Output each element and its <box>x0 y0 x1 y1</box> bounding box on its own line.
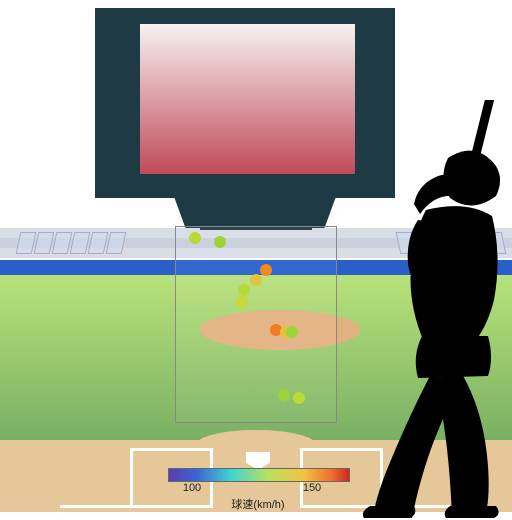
scoreboard-screen <box>140 24 355 174</box>
pitch-marker <box>214 236 226 248</box>
strike-zone <box>175 226 337 423</box>
colorbar-tick: 150 <box>303 482 321 494</box>
pitch-marker <box>238 284 250 296</box>
batter-silhouette <box>330 100 512 520</box>
batter-box-line <box>130 448 133 508</box>
pitch-chart-canvas: 100 150 球速(km/h) <box>0 0 512 512</box>
pitch-marker <box>189 232 201 244</box>
pitch-marker <box>293 392 305 404</box>
pitch-marker <box>278 389 290 401</box>
pitch-marker <box>250 274 262 286</box>
batter-box-line <box>130 448 210 451</box>
colorbar-label: 球速(km/h) <box>168 496 348 512</box>
pitch-marker <box>260 264 272 276</box>
pitch-marker <box>286 326 298 338</box>
colorbar-gradient <box>168 468 350 482</box>
pitch-marker <box>236 296 248 308</box>
colorbar-tick: 100 <box>183 482 201 494</box>
colorbar: 100 150 球速(km/h) <box>168 468 348 512</box>
colorbar-ticks: 100 150 <box>168 482 348 496</box>
